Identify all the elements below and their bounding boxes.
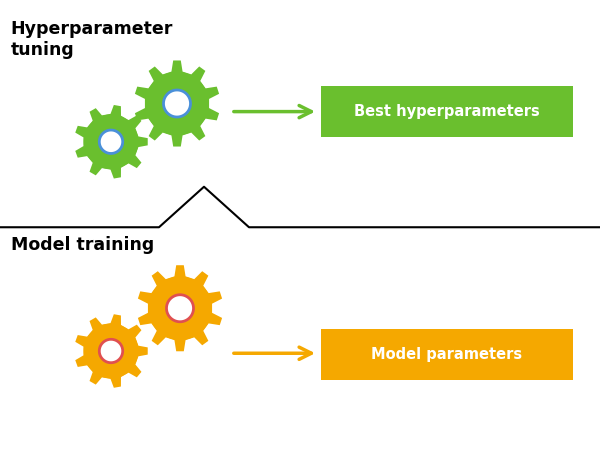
Text: Best hyperparameters: Best hyperparameters <box>354 104 540 119</box>
Polygon shape <box>164 90 191 117</box>
Polygon shape <box>100 339 122 363</box>
Polygon shape <box>135 60 219 147</box>
Polygon shape <box>83 114 139 169</box>
Polygon shape <box>167 295 193 322</box>
Polygon shape <box>145 72 209 135</box>
FancyBboxPatch shape <box>321 86 573 137</box>
Text: Model training: Model training <box>11 236 154 254</box>
Polygon shape <box>100 130 122 153</box>
Text: Model parameters: Model parameters <box>371 347 523 362</box>
Polygon shape <box>148 276 212 340</box>
FancyBboxPatch shape <box>321 328 573 380</box>
Polygon shape <box>75 314 148 388</box>
Polygon shape <box>83 324 139 378</box>
Text: Hyperparameter
tuning: Hyperparameter tuning <box>11 20 173 59</box>
Polygon shape <box>75 105 148 179</box>
Polygon shape <box>138 265 222 351</box>
